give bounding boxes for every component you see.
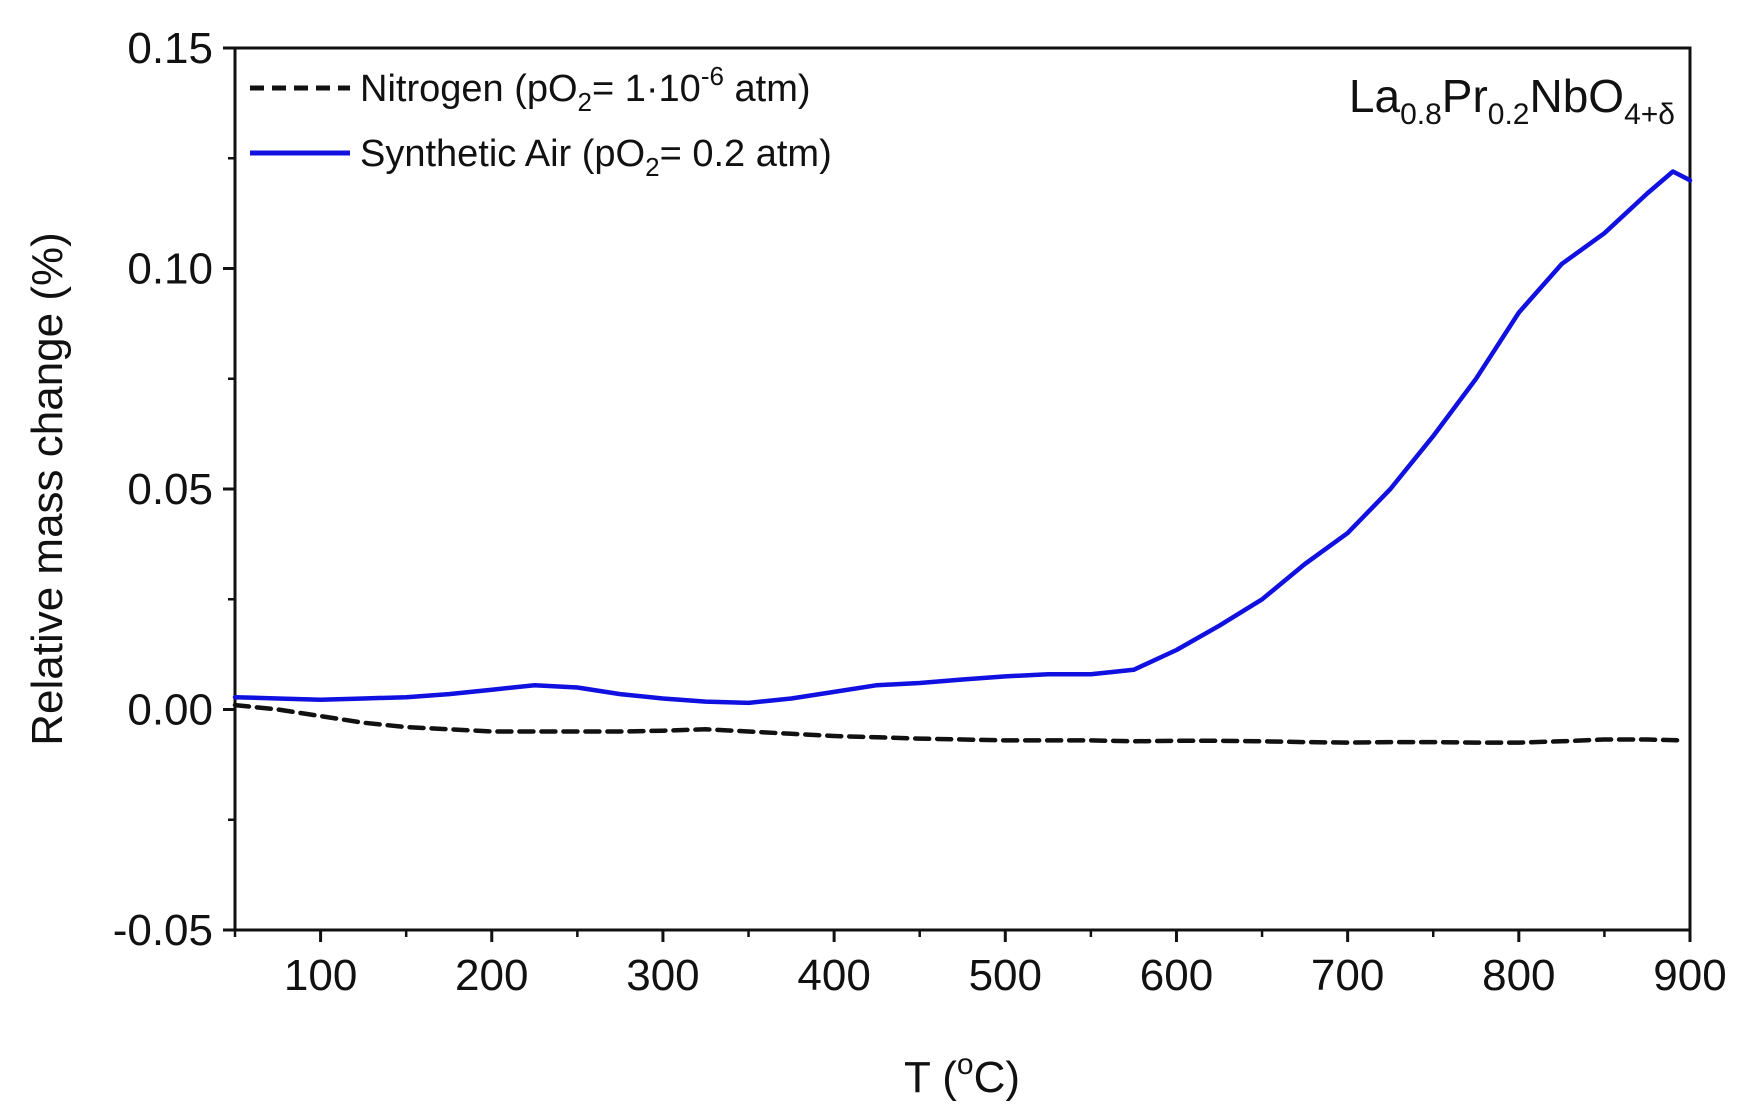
x-tick-label: 600 bbox=[1140, 951, 1213, 1000]
composition-label: La0.8Pr0.2NbO4+δ bbox=[1349, 70, 1675, 131]
x-axis-title: T (oC) bbox=[904, 1048, 1020, 1102]
x-axis-degree: o bbox=[957, 1048, 974, 1081]
x-tick-label: 800 bbox=[1482, 951, 1555, 1000]
x-tick-label: 100 bbox=[284, 951, 357, 1000]
series-line-synthetic-air bbox=[232, 169, 1693, 706]
y-tick-label: 0.15 bbox=[127, 24, 213, 73]
y-axis-ticks: -0.05 0.00 0.05 0.10 0.15 bbox=[113, 24, 235, 955]
y-tick-label: -0.05 bbox=[113, 906, 213, 955]
y-tick-label: 0.05 bbox=[127, 465, 213, 514]
legend-label-nitrogen: Nitrogen (pO2= 1·10-6 atm) bbox=[360, 61, 811, 117]
series-layer bbox=[232, 169, 1693, 745]
x-tick-label: 500 bbox=[969, 951, 1042, 1000]
y-tick-label: 0.00 bbox=[127, 686, 213, 735]
x-axis-ticks: 100 200 300 400 500 600 700 800 900 bbox=[233, 930, 1727, 1000]
x-tick-label: 200 bbox=[455, 951, 528, 1000]
legend-label-synthetic-air: Synthetic Air (pO2= 0.2 atm) bbox=[360, 133, 832, 182]
x-tick-label: 900 bbox=[1653, 951, 1726, 1000]
y-axis-title: Relative mass change (%) bbox=[23, 232, 72, 746]
legend: Nitrogen (pO2= 1·10-6 atm) Synthetic Air… bbox=[250, 61, 832, 182]
series-line-nitrogen bbox=[232, 702, 1684, 745]
x-tick-label: 400 bbox=[797, 951, 870, 1000]
x-tick-label: 700 bbox=[1311, 951, 1384, 1000]
y-tick-label: 0.10 bbox=[127, 245, 213, 294]
x-tick-label: 300 bbox=[626, 951, 699, 1000]
